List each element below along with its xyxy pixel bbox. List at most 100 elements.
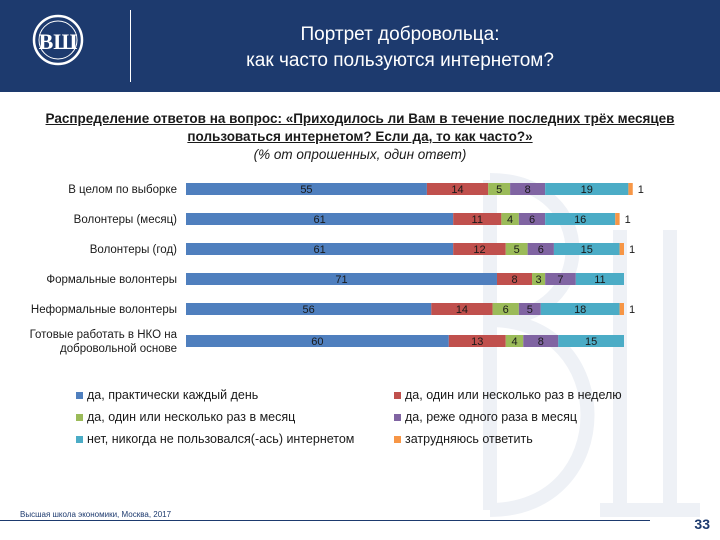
data-label: 18 [574,304,586,316]
bar-segment [510,183,546,195]
data-label: 1 [629,244,635,256]
data-label: 15 [585,336,597,348]
data-label: 15 [581,244,593,256]
bar-segment [518,213,546,225]
data-label: 6 [538,244,544,256]
legend-swatch [76,413,83,421]
data-label: 19 [581,184,593,196]
slide-title-line1: Портрет добровольца: [300,24,500,45]
legend-item: нет, никогда не пользовался(-ась) интерн… [76,432,354,446]
data-label: 14 [456,304,468,316]
bar-segment [453,213,502,225]
data-label: 60 [311,336,323,348]
data-label: 8 [538,336,544,348]
data-label: 71 [335,274,347,286]
legend-item: да, практически каждый день [76,388,258,402]
legend-swatch [394,413,401,421]
bar-segment [628,183,633,195]
slide-title-line2: как часто пользуются интернетом? [246,50,554,71]
bar-segment [453,243,506,255]
data-label: 11 [594,274,605,286]
hse-logo-icon: ВШ [32,14,84,66]
bar-segment [523,335,559,347]
bar-segment [615,213,620,225]
legend-item: да, один или несколько раз в неделю [394,388,622,402]
category-label: Неформальные волонтеры [31,304,177,316]
bar-segment [186,243,454,255]
bar-segment [619,243,624,255]
data-label: 61 [313,244,325,256]
legend-label: нет, никогда не пользовался(-ась) интерн… [87,432,355,446]
data-label: 8 [525,184,531,196]
chart-subtitle: (% от опрошенных, один ответ) [253,147,467,162]
bar-segment [619,303,624,315]
svg-text:ВШ: ВШ [39,29,78,54]
bar-segment [426,183,489,195]
legend-label: да, реже одного раза в месяц [405,410,578,424]
legend-swatch [76,435,83,443]
category-label: Готовые работать в НКО на добровольной ос… [30,329,178,355]
data-label: 3 [536,274,542,286]
category-label: Волонтеры (месяц) [74,214,177,226]
data-label: 4 [511,336,517,348]
legend-swatch [394,391,401,399]
bar-segment [496,273,533,285]
data-label: 7 [557,274,563,286]
bar-segment [558,335,624,347]
bar-segment [545,183,629,195]
legend-swatch [76,391,83,399]
footer-divider [0,520,650,521]
data-label: 6 [503,304,509,316]
data-label: 13 [471,336,483,348]
data-label: 61 [313,214,325,226]
data-label: 1 [629,304,635,316]
bar-segment [186,273,497,285]
data-label: 5 [514,244,520,256]
bar-segment [186,213,454,225]
bar-segment [527,243,554,255]
legend-item: да, реже одного раза в месяц [394,410,577,424]
data-label: 1 [638,184,644,196]
bar-segment [505,243,528,255]
legend-label: да, практически каждый день [87,388,259,402]
legend-item: да, один или несколько раз в месяц [76,410,295,424]
bar-segment [186,303,432,315]
bar-segment [492,303,519,315]
data-label: 55 [300,184,312,196]
data-label: 56 [303,304,315,316]
data-label: 5 [527,304,533,316]
data-label: 8 [511,274,517,286]
slide-header: ВШ Портрет добровольца: как часто пользу… [0,0,720,92]
bar-segment [545,213,616,225]
footer-text: Высшая школа экономики, Москва, 2017 [20,510,172,519]
bar-segment [431,303,493,315]
bar-segment [518,303,541,315]
bar-segment [488,183,511,195]
legend-item: затрудняюсь ответить [394,432,533,446]
bar-segment [540,303,620,315]
legend-label: да, один или несколько раз в месяц [87,410,296,424]
bar-segment [553,243,620,255]
bar-segment [532,273,546,285]
data-label: 6 [529,214,535,226]
category-label: В целом по выборке [68,184,177,196]
header-divider [130,10,131,82]
data-label: 1 [625,214,631,226]
bar-segment [575,273,624,285]
bar-segment [501,213,519,225]
bar-segment [545,273,576,285]
bar-segment [505,335,524,347]
data-label: 14 [451,184,463,196]
bar-segment [186,183,427,195]
category-label: Волонтеры (год) [90,244,177,256]
page-number: 33 [694,516,710,532]
data-label: 11 [472,214,483,226]
chart-question: Распределение ответов на вопрос: «Приход… [30,110,690,164]
data-label: 12 [473,244,485,256]
legend-label: да, один или несколько раз в неделю [405,388,622,402]
slide-title: Портрет добровольца: как часто пользуютс… [140,22,660,74]
chart-title: Распределение ответов на вопрос: «Приход… [45,111,675,144]
bar-segment [448,335,506,347]
data-label: 16 [574,214,586,226]
